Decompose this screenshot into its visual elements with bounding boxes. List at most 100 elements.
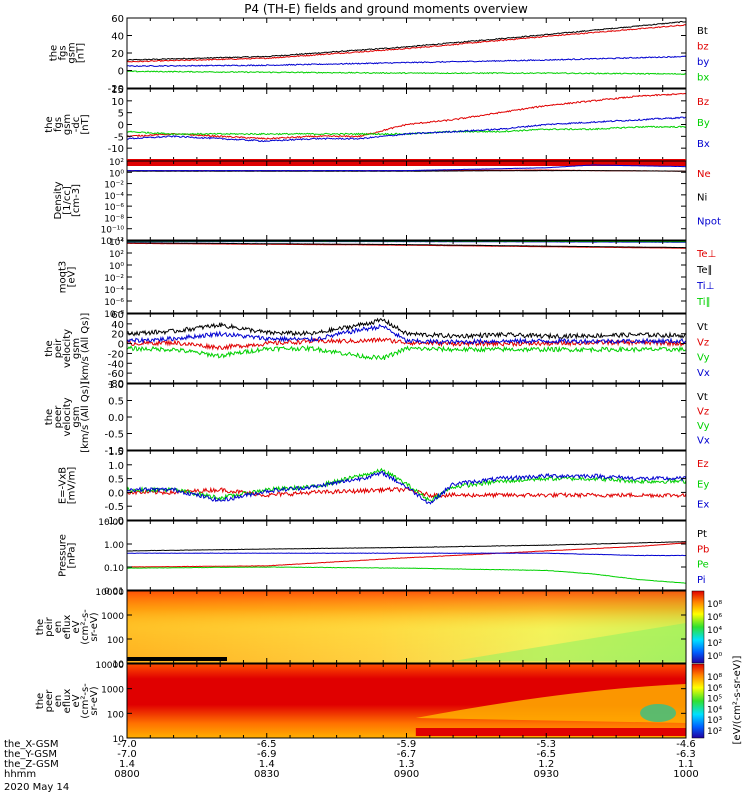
y-tick-label: 0 — [118, 67, 124, 78]
y-tick-label: 0.10 — [104, 564, 124, 574]
y-tick-label: 10.00 — [98, 518, 124, 528]
y-tick-label: 10000 — [95, 661, 124, 671]
panel-bg — [127, 18, 686, 88]
series-line-Pi — [127, 552, 686, 557]
spectrogram-region — [453, 623, 686, 661]
legend-entry: Ez — [697, 459, 709, 470]
y-axis-label: moqt3 — [58, 261, 69, 294]
legend-entry: Vz — [697, 407, 709, 418]
ephemeris-table: the_X-GSM -7.0 -6.5 -5.9 -5.3 -4.6 the_Y-GSM -7… — [4, 739, 699, 793]
ephemeris-value: -7.0 — [117, 749, 137, 760]
y-axis-label: [km/s (All Qs)] — [80, 313, 91, 385]
panel-pressure: 10.00 1.00 0.10 0.01 Pressure[nPa] Pt Pb Pe Pi — [58, 518, 710, 597]
ephemeris-value: 0800 — [114, 769, 139, 780]
y-tick-label: -60 — [108, 369, 124, 380]
ephemeris-value: -5.3 — [536, 739, 556, 750]
spectrogram-band — [127, 657, 227, 661]
series-line-Ey — [126, 467, 687, 503]
y-tick-label: -5 — [114, 132, 124, 143]
legend-entry: Ni — [697, 193, 707, 204]
y-axis-label: E=-VxB — [58, 467, 69, 504]
y-axis-label: gsm — [71, 338, 82, 359]
series-line-by — [126, 55, 687, 68]
y-tick-label: 10⁻⁶ — [104, 203, 124, 213]
y-axis-label: Pressure — [58, 534, 69, 577]
y-tick-label: 0 — [118, 340, 124, 351]
ephemeris-value: -6.7 — [397, 749, 417, 760]
y-tick-label: 10⁻¹² — [101, 237, 125, 247]
colorbar-tick-label: 10⁰ — [707, 652, 722, 662]
y-tick-label: 10⁰ — [109, 169, 124, 179]
y-axis-label: gsm — [71, 406, 82, 427]
legend-entry: Pe — [697, 560, 709, 571]
panel-peer_velocity: -1.0 -0.5 0.0 0.5 1.0 thepeervelocitygsm[km/s… — [44, 380, 710, 457]
colorbar — [691, 663, 705, 739]
colorbar — [691, 590, 705, 664]
panel-density: 10²10⁰10⁻²10⁻⁴10⁻⁶10⁻⁸10⁻¹⁰10⁻¹²Density[… — [53, 158, 721, 247]
series-line-bz — [126, 24, 687, 63]
ephemeris-value: 1000 — [673, 769, 698, 780]
y-tick-label: 60 — [111, 14, 124, 25]
ephemeris-value: 0830 — [254, 769, 279, 780]
ephemeris-row-label: hhmm — [4, 769, 36, 780]
series-line-Pb — [126, 542, 687, 568]
ephemeris-row-label: the_Z-GSM — [4, 759, 59, 770]
ephemeris-value: -6.3 — [676, 749, 696, 760]
y-tick-label: -10 — [108, 144, 124, 155]
y-axis-label: velocity — [62, 397, 73, 436]
legend-entry: bz — [697, 42, 709, 53]
y-axis-label: fgs — [53, 117, 64, 132]
y-axis-label: peir — [53, 338, 64, 358]
y-tick-label: 10⁻⁴ — [104, 192, 124, 202]
ephemeris-value: 1.3 — [399, 759, 415, 770]
series-line-Ez — [126, 486, 687, 499]
colorbar-tick-label: 10² — [707, 639, 722, 649]
y-axis-label: the — [49, 45, 60, 61]
y-tick-label: 0.0 — [108, 413, 124, 424]
ephemeris-value: 1.4 — [259, 759, 275, 770]
legend-entry: Pt — [697, 529, 707, 540]
legend-entry: Ti⊥ — [696, 281, 714, 292]
y-axis-label: sr-eV) — [89, 686, 100, 715]
colorbar-tick-label: 10⁶ — [707, 613, 722, 623]
y-tick-label: 10⁻⁸ — [104, 214, 124, 224]
y-tick-label: 40 — [111, 320, 124, 331]
legend-entry: by — [697, 57, 709, 68]
panel-bg — [127, 521, 686, 590]
y-tick-label: 10⁴ — [109, 238, 124, 248]
spectrogram-region — [640, 704, 677, 722]
ephemeris-row-label: the_Y-GSM — [4, 749, 57, 760]
y-axis-label: [km/s (All Qs)] — [80, 381, 91, 453]
y-tick-label: 10 — [113, 660, 125, 670]
y-tick-label: 0.5 — [108, 475, 124, 486]
series-line-Vt — [126, 317, 687, 340]
colorbar-tick-label: 10⁸ — [707, 673, 722, 683]
y-tick-label: 1.0 — [108, 380, 124, 391]
legend-entry: Vz — [697, 337, 709, 348]
ephemeris-value: 1.1 — [678, 759, 694, 770]
colorbar-label: [eV/(cm²-s-sr-eV)] — [732, 655, 743, 744]
legend-entry: Vy — [697, 421, 710, 432]
y-tick-label: 40 — [111, 32, 124, 43]
panel-temperature: 10⁴ 10² 10⁰ 10⁻² 10⁻⁴ 10⁻⁶ 10⁻⁸ moqt3[eV] Te⊥ Te∥… — [58, 238, 717, 320]
panel-bg — [127, 161, 686, 240]
ephemeris-value: 1.2 — [538, 759, 554, 770]
y-tick-label: 10⁰ — [109, 262, 124, 272]
y-tick-label: 1000 — [101, 686, 124, 696]
y-tick-label: -1.0 — [104, 446, 124, 457]
colorbar-tick-label: 10⁵ — [707, 695, 722, 705]
colorbar-tick-label: 10⁴ — [707, 705, 722, 715]
y-tick-label: -0.5 — [104, 430, 124, 441]
y-tick-label: 10⁻⁸ — [104, 310, 124, 320]
y-tick-label: -40 — [108, 359, 124, 370]
y-axis-label: the — [35, 619, 46, 635]
legend-entry: Pb — [697, 544, 709, 555]
y-tick-label: 20 — [111, 49, 124, 60]
y-axis-label: [nT] — [80, 114, 91, 134]
legend-entry: Te∥ — [696, 265, 713, 276]
y-tick-label: 0.01 — [104, 587, 124, 597]
y-axis-label: the — [44, 409, 55, 425]
